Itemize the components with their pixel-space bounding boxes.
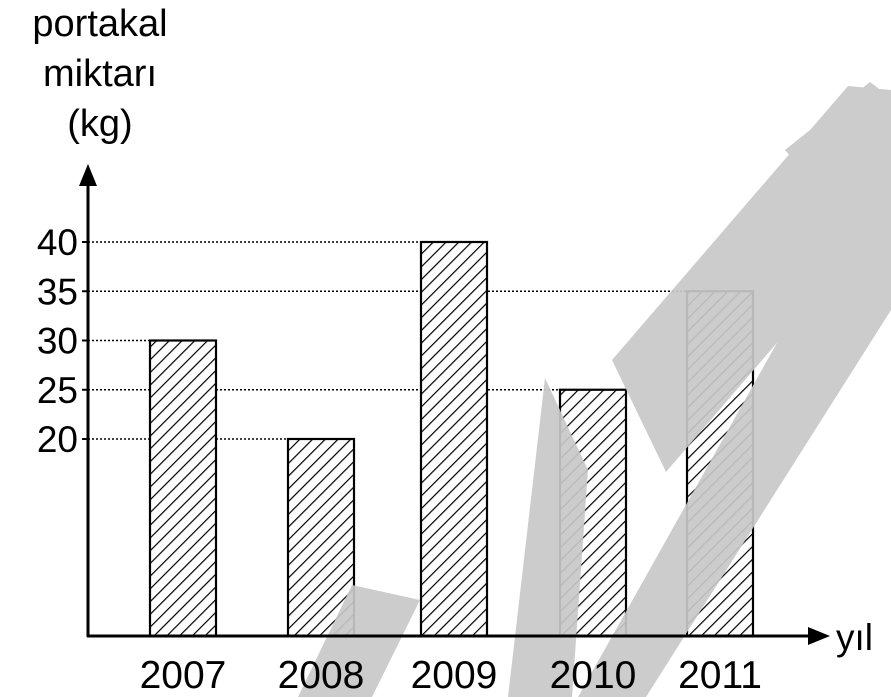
y-tick-label-30: 30 — [37, 321, 78, 362]
x-axis-label: yıl — [836, 617, 873, 658]
axes — [79, 164, 830, 645]
x-tick-label-2008: 2008 — [278, 654, 365, 697]
y-axis-label-line-3: (kg) — [67, 103, 133, 145]
x-tick-label-2010: 2010 — [550, 654, 637, 697]
tick-labels: 20 25 30 35 40 yıl 2007 2008 2009 2010 2011 — [37, 222, 873, 697]
y-tick-label-35: 35 — [37, 271, 78, 312]
watermark-stripe-1 — [298, 585, 420, 697]
watermark-stripe-5 — [785, 82, 891, 270]
x-tick-label-2007: 2007 — [140, 654, 227, 697]
x-tick-label-2011: 2011 — [678, 654, 762, 697]
x-axis-arrow — [808, 627, 830, 645]
y-tick-label-40: 40 — [37, 222, 78, 263]
y-axis-label-line-1: portakal — [32, 3, 168, 45]
bar-2009 — [419, 240, 489, 638]
y-axis-arrow — [79, 164, 97, 186]
bar-2007 — [148, 339, 218, 638]
x-tick-label-2009: 2009 — [411, 654, 498, 697]
watermark-stripe-2 — [508, 378, 588, 697]
y-axis-label-line-2: miktarı — [43, 53, 157, 95]
y-tick-label-20: 20 — [37, 419, 78, 460]
y-tick-label-25: 25 — [37, 370, 78, 411]
watermark — [298, 82, 891, 697]
bar-2008 — [286, 437, 356, 638]
